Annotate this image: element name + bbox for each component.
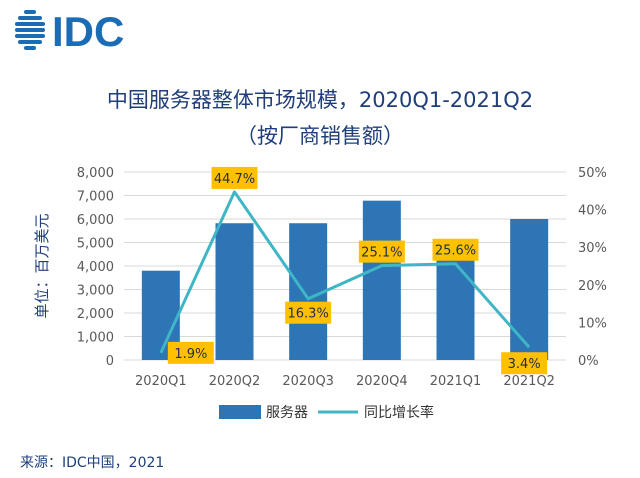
bar	[510, 219, 549, 360]
y-tick-label: 1,000	[77, 331, 114, 346]
data-label-box	[432, 238, 479, 261]
y-tick-label: 0	[106, 354, 114, 369]
chart-subtitle: （按厂商销售额）	[236, 124, 404, 148]
y-tick-label: 7,000	[77, 190, 114, 205]
x-tick-label: 2020Q1	[135, 374, 187, 389]
data-label-box	[211, 166, 258, 189]
data-label: 1.9%	[174, 347, 207, 362]
legend: 服务器 同比增长率	[219, 404, 434, 421]
idc-logo: IDC	[15, 8, 124, 52]
bar	[436, 247, 475, 360]
y-tick-label: 4,000	[77, 260, 114, 275]
x-tick-label: 2021Q2	[503, 374, 555, 389]
legend-bar-label: 服务器	[266, 405, 308, 421]
y-axis-left: 0 1,000 2,000 3,000 4,000 5,000 6,000 7,000 8,00…	[77, 166, 114, 369]
y-tick-label: 6,000	[77, 213, 114, 228]
legend-line-label: 同比增长率	[364, 404, 434, 421]
data-label-box	[285, 301, 332, 324]
x-tick-label: 2021Q1	[430, 374, 482, 389]
x-axis: 2020Q1 2020Q2 2020Q3 2020Q4 2021Q1 2021Q2	[135, 374, 555, 389]
y2-tick-label: 10%	[578, 316, 607, 331]
data-labels: 1.9% 44.7% 16.3% 25.1% 25.6% 3.4%	[167, 166, 548, 375]
data-label-box	[358, 240, 405, 263]
chart-title: 中国服务器整体市场规模，2020Q1-2021Q2	[106, 88, 534, 112]
y-tick-label: 3,000	[77, 284, 114, 299]
globe-icon	[15, 10, 45, 50]
x-tick-label: 2020Q2	[209, 374, 261, 389]
x-tick-label: 2020Q4	[356, 374, 408, 389]
logo-text: IDC	[52, 8, 124, 52]
growth-line	[159, 190, 531, 354]
bar-series	[141, 200, 549, 360]
bar	[215, 223, 254, 360]
data-label: 25.1%	[361, 246, 402, 261]
y2-tick-label: 50%	[578, 166, 607, 181]
data-label: 25.6%	[435, 244, 476, 259]
y2-tick-label: 40%	[578, 204, 607, 219]
data-label: 16.3%	[288, 307, 329, 322]
y-tick-label: 2,000	[77, 307, 114, 322]
data-label-box	[167, 341, 214, 364]
data-label: 3.4%	[508, 357, 541, 372]
y2-tick-label: 0%	[578, 354, 599, 369]
y-tick-label: 5,000	[77, 237, 114, 252]
y-axis-right: 0% 10% 20% 30% 40% 50%	[578, 166, 607, 369]
legend-bar-swatch	[219, 405, 261, 419]
source-note: 来源：IDC中国，2021	[20, 455, 165, 471]
data-label-box	[501, 352, 548, 375]
y2-tick-label: 30%	[578, 241, 607, 256]
data-label: 44.7%	[214, 172, 255, 187]
line-series	[159, 190, 531, 354]
y-tick-label: 8,000	[77, 166, 114, 181]
y-axis-label: 单位：百万美元	[33, 213, 51, 318]
y2-tick-label: 20%	[578, 279, 607, 294]
grid-lines	[124, 171, 566, 361]
x-tick-label: 2020Q3	[282, 374, 334, 389]
bar	[362, 200, 401, 360]
